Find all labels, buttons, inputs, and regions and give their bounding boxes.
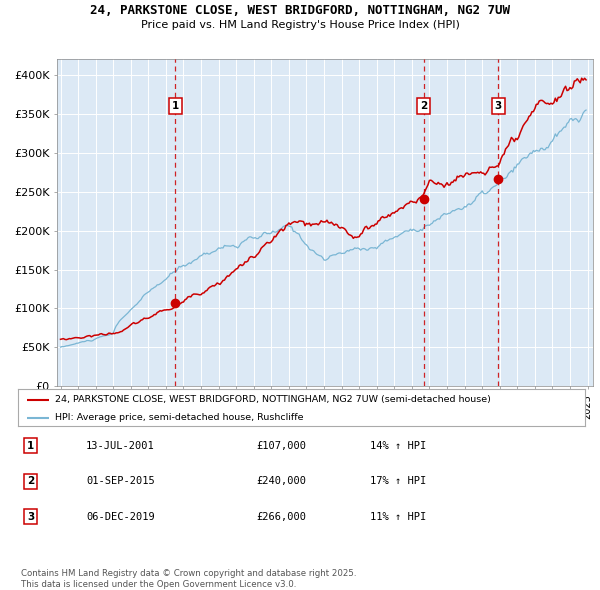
Text: 24, PARKSTONE CLOSE, WEST BRIDGFORD, NOTTINGHAM, NG2 7UW: 24, PARKSTONE CLOSE, WEST BRIDGFORD, NOT… xyxy=(90,4,510,17)
Text: 06-DEC-2019: 06-DEC-2019 xyxy=(86,512,155,522)
Text: 13-JUL-2001: 13-JUL-2001 xyxy=(86,441,155,451)
Text: Price paid vs. HM Land Registry's House Price Index (HPI): Price paid vs. HM Land Registry's House … xyxy=(140,20,460,30)
Text: Contains HM Land Registry data © Crown copyright and database right 2025.
This d: Contains HM Land Registry data © Crown c… xyxy=(21,569,356,589)
Text: 2: 2 xyxy=(420,101,427,111)
Text: HPI: Average price, semi-detached house, Rushcliffe: HPI: Average price, semi-detached house,… xyxy=(55,414,304,422)
Text: 17% ↑ HPI: 17% ↑ HPI xyxy=(370,476,426,486)
Text: 14% ↑ HPI: 14% ↑ HPI xyxy=(370,441,426,451)
Text: 1: 1 xyxy=(27,441,34,451)
Text: 2: 2 xyxy=(27,476,34,486)
Text: 3: 3 xyxy=(27,512,34,522)
Text: 3: 3 xyxy=(494,101,502,111)
Text: £266,000: £266,000 xyxy=(256,512,306,522)
Text: £240,000: £240,000 xyxy=(256,476,306,486)
Text: 01-SEP-2015: 01-SEP-2015 xyxy=(86,476,155,486)
Text: 11% ↑ HPI: 11% ↑ HPI xyxy=(370,512,426,522)
Text: 24, PARKSTONE CLOSE, WEST BRIDGFORD, NOTTINGHAM, NG2 7UW (semi-detached house): 24, PARKSTONE CLOSE, WEST BRIDGFORD, NOT… xyxy=(55,395,491,404)
Text: £107,000: £107,000 xyxy=(256,441,306,451)
Text: 1: 1 xyxy=(172,101,179,111)
